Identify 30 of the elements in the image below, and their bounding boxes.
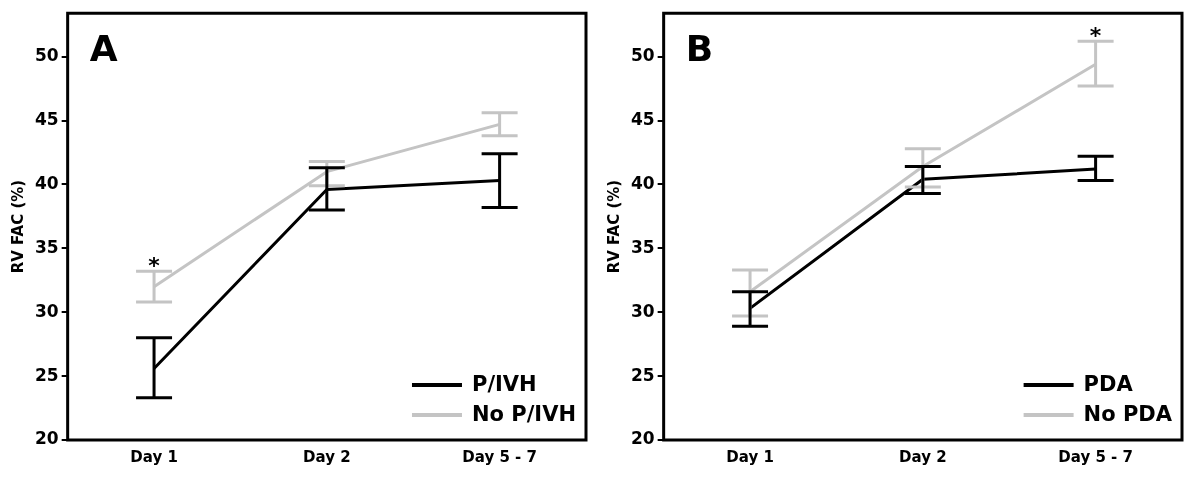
legend-label: No PDA — [1083, 402, 1173, 427]
annotation: * — [1089, 23, 1102, 49]
x-tick-label: Day 5 - 7 — [1058, 447, 1133, 466]
chart-title: A — [89, 27, 118, 69]
chart-title: B — [685, 27, 714, 69]
y-tick-label: 20 — [34, 428, 59, 449]
legend-label: P/IVH — [471, 372, 537, 397]
y-tick-label: 40 — [630, 172, 655, 193]
annotation: * — [148, 253, 161, 279]
y-tick-label: 25 — [630, 364, 655, 385]
y-tick-label: 30 — [34, 300, 59, 321]
x-tick-label: Day 1 — [130, 447, 178, 466]
y-axis-title: RV FAC (%) — [604, 179, 623, 274]
y-tick-label: 30 — [630, 300, 655, 321]
y-tick-label: 40 — [34, 172, 59, 193]
y-tick-label: 20 — [630, 428, 655, 449]
y-tick-label: 35 — [34, 236, 59, 257]
x-tick-label: Day 1 — [726, 447, 774, 466]
legend-label: PDA — [1083, 372, 1134, 397]
y-tick-label: 45 — [630, 108, 655, 129]
y-axis-title: RV FAC (%) — [8, 179, 27, 274]
legend-label: No P/IVH — [471, 402, 576, 427]
x-tick-label: Day 2 — [303, 447, 351, 466]
y-tick-label: 50 — [34, 45, 59, 66]
y-tick-label: 50 — [630, 45, 655, 66]
y-tick-label: 45 — [34, 108, 59, 129]
y-tick-label: 25 — [34, 364, 59, 385]
x-tick-label: Day 2 — [899, 447, 947, 466]
y-tick-label: 35 — [630, 236, 655, 257]
x-tick-label: Day 5 - 7 — [462, 447, 537, 466]
